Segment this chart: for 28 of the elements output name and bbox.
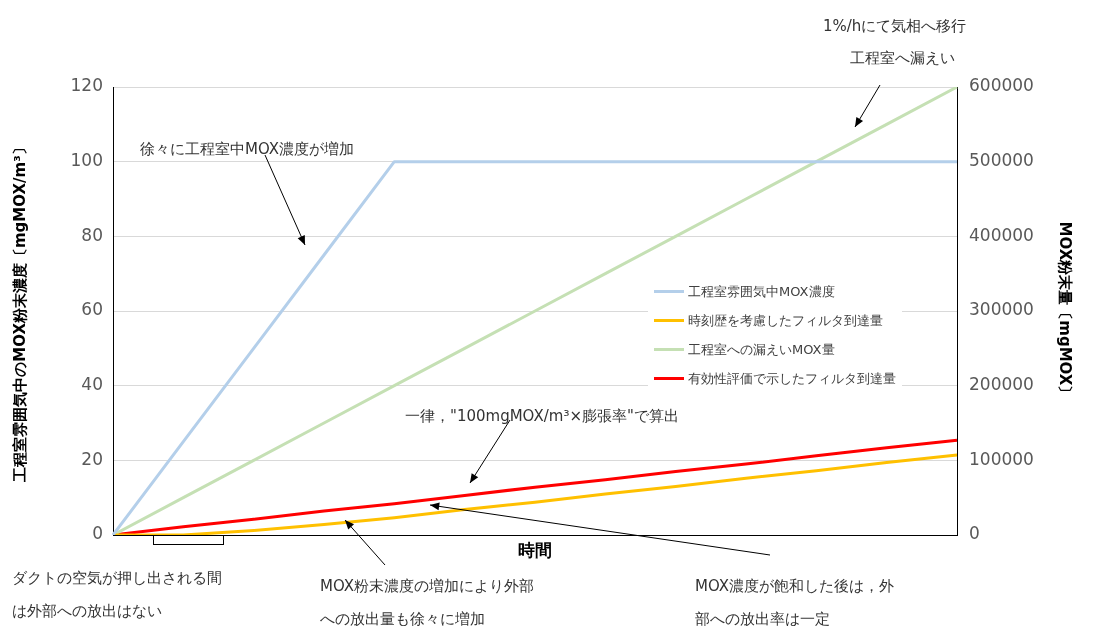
y2-tick-label: 500000 (969, 150, 1034, 171)
annotation: 一律，"100mgMOX/m³×膨張率"で算出 (405, 407, 679, 426)
y-tick-label: 0 (92, 523, 103, 544)
legend-label: 工程室雰囲気中MOX濃度 (688, 282, 835, 301)
legend-label: 時刻歴を考慮したフィルタ到達量 (688, 311, 883, 330)
y2-tick-label: 200000 (969, 374, 1034, 395)
text: ダクトの空気が押し出される間は外部への放出はない (12, 569, 222, 621)
legend-label: 工程室への漏えいMOX量 (688, 340, 835, 359)
y2-tick-label: 400000 (969, 224, 1034, 245)
y-tick-label: 20 (81, 448, 103, 469)
annotation: 徐々に工程室中MOX濃度が増加 (140, 140, 355, 159)
text: MOX粉末濃度の増加により外部への放出量も徐々に増加 (320, 577, 535, 629)
text: 工程室へ漏えい (850, 49, 955, 68)
y-tick-label: 100 (70, 150, 103, 171)
y-axis-title: 工程室雰囲気中のMOX粉末濃度〔mgMOX/m³〕 (10, 140, 29, 483)
y-tick-label: 80 (81, 224, 103, 245)
y2-tick-label: 300000 (969, 299, 1034, 320)
text: MOX濃度が飽和した後は，外部への放出率は一定 (695, 577, 895, 629)
y2-tick-label: 600000 (969, 75, 1034, 96)
y2-tick-label: 0 (969, 523, 980, 544)
y-tick-label: 120 (70, 75, 103, 96)
y2-tick-label: 100000 (969, 448, 1034, 469)
y2-axis-title: MOX粉末量〔mgMOX〕 (1056, 221, 1075, 401)
x-axis-title: 時間 (518, 540, 552, 561)
y-tick-label: 40 (81, 374, 103, 395)
text: 1%/hにて気相へ移行 (823, 17, 967, 36)
legend-label: 有効性評価で示したフィルタ到達量 (688, 369, 896, 388)
y-tick-label: 60 (81, 299, 103, 320)
